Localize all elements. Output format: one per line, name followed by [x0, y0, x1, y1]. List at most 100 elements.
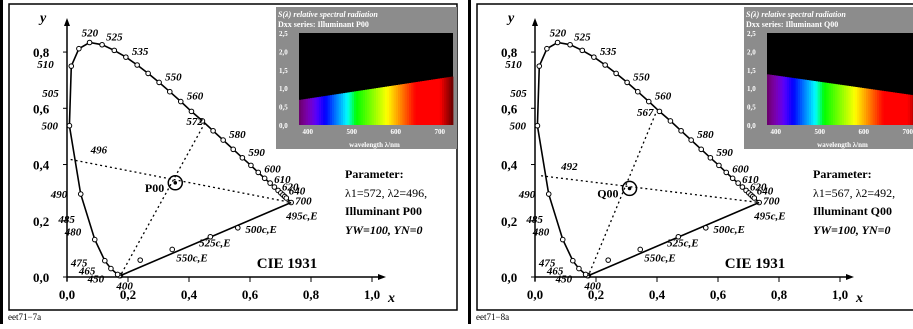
spectrum-bar — [422, 80, 425, 125]
inset-x-tick-label: 400 — [303, 128, 314, 136]
y-tick-label: 0,2 — [33, 214, 49, 229]
spectrum-bar — [894, 92, 898, 125]
spectrum-bar — [365, 89, 368, 125]
wavelength-label: 525 — [106, 32, 123, 44]
locus-marker — [66, 122, 73, 129]
wavelength-label: 500 — [41, 121, 58, 133]
inset-y-tick-label: 2,5 — [279, 30, 288, 38]
wavelength-label: 400 — [583, 281, 601, 293]
spectrum-bar — [446, 77, 449, 125]
locus-marker — [645, 98, 652, 105]
locus-marker — [534, 122, 541, 129]
purple-line-marker — [637, 246, 644, 253]
inset-x-tick-label: 700 — [435, 128, 446, 136]
wavelength-label: 490 — [518, 189, 536, 201]
panel-edge-bar — [468, 0, 471, 324]
spectrum-bar — [389, 86, 392, 125]
cie-panel-left: y x 0,0 0,2 0,4 0,6 0,8 1,0 0,0 0,2 0,4 0,6 0,8 495c,… — [0, 0, 458, 324]
spectrum-bar — [771, 75, 774, 125]
spectrum-bar — [813, 80, 816, 125]
spectrum-bar — [307, 98, 311, 125]
panel-edge-bar — [0, 0, 3, 324]
locus-marker — [634, 88, 641, 95]
x-tick-label: 0,2 — [120, 287, 136, 302]
locus-marker — [739, 184, 746, 190]
spectrum-bar — [885, 91, 889, 125]
spectrum-bar — [808, 80, 812, 125]
spectrum-bar — [859, 87, 862, 125]
locus-marker — [602, 62, 608, 68]
wavelength-label: 505 — [42, 88, 59, 100]
wavelength-label: 465 — [78, 266, 96, 278]
purple-line-marker — [703, 224, 709, 231]
inset-title: S(λ) relative spectral radiation — [746, 10, 846, 19]
y-tick-label: 0,8 — [501, 45, 518, 60]
spectrum-bar — [780, 76, 783, 125]
locus-marker — [567, 41, 573, 48]
spectrum-bar — [387, 86, 390, 125]
dominant-ray — [587, 113, 657, 276]
spectrum-bar — [872, 89, 876, 125]
spectrum-bar — [428, 79, 432, 125]
spectrum-bar — [400, 84, 403, 125]
spectrum-bar — [380, 87, 383, 125]
x-tick-label: 0,2 — [588, 287, 604, 302]
spectrum-bar — [903, 93, 906, 125]
wavelength-label: 590 — [716, 147, 733, 159]
y-axis-label: y — [506, 11, 515, 26]
spectrum-bar — [846, 85, 849, 125]
x-axis-arrow — [378, 274, 386, 280]
spectrum-bar — [782, 76, 785, 125]
wavelength-label: 490 — [50, 189, 68, 201]
figure-footer: eet71−7a — [8, 312, 41, 322]
parameter-illuminant: Illuminant P00 — [345, 204, 422, 218]
wavelength-label: 520 — [82, 27, 99, 39]
spectrum-bar — [354, 91, 357, 125]
y-tick-label: 0,0 — [501, 270, 517, 285]
purple-line-label: 525c,E — [199, 238, 230, 250]
wavelength-label: 590 — [248, 147, 265, 159]
spectrum-bar — [868, 88, 871, 125]
locus-marker — [723, 169, 730, 176]
spectrum-bar — [409, 82, 412, 125]
wavelength-label: 620 — [282, 181, 299, 193]
y-axis-arrow — [64, 18, 70, 26]
locus-marker — [210, 127, 216, 134]
spectrum-bar — [398, 84, 401, 125]
spectrum-bar — [442, 77, 445, 125]
complementary-ray — [541, 175, 760, 204]
locus-marker — [545, 191, 552, 197]
locus-marker — [248, 162, 254, 169]
wavelength-label: 580 — [229, 129, 246, 141]
purple-line-marker — [169, 246, 176, 253]
x-axis-label: x — [855, 291, 863, 306]
spectrum-bar — [378, 87, 381, 125]
spectrum-bar — [905, 94, 909, 125]
inset-x-label: wavelength λ/nm — [817, 141, 868, 149]
inset-y-tick-label: 0,0 — [747, 122, 756, 130]
spectrum-bar — [338, 93, 342, 125]
locus-marker — [716, 162, 722, 169]
spectrum-bar — [439, 78, 443, 125]
x-axis-label: x — [387, 291, 395, 306]
inset-y-tick-label: 1,0 — [279, 85, 288, 93]
locus-marker — [145, 70, 151, 77]
wavelength-label: 510 — [505, 59, 522, 71]
illuminant-center — [173, 181, 178, 185]
locus-marker — [76, 45, 82, 52]
wavelength-label: 475 — [70, 258, 88, 270]
y-axis-label: y — [38, 11, 47, 26]
spectrum-bar — [411, 82, 414, 125]
spectrum-bar — [362, 90, 366, 125]
wavelength-label: 500 — [509, 121, 526, 133]
spectrum-bar — [448, 76, 452, 125]
wavelength-label: 550 — [633, 71, 650, 83]
x-tick-label: 0,8 — [303, 287, 320, 302]
spectrum-bar — [391, 85, 394, 125]
locus-marker — [698, 146, 705, 153]
locus-marker — [68, 63, 75, 69]
spectrum-bar — [769, 74, 772, 125]
wavelength-label: 485 — [525, 214, 543, 226]
wavelength-label: 450 — [87, 273, 105, 285]
spectrum-bar — [303, 99, 306, 125]
